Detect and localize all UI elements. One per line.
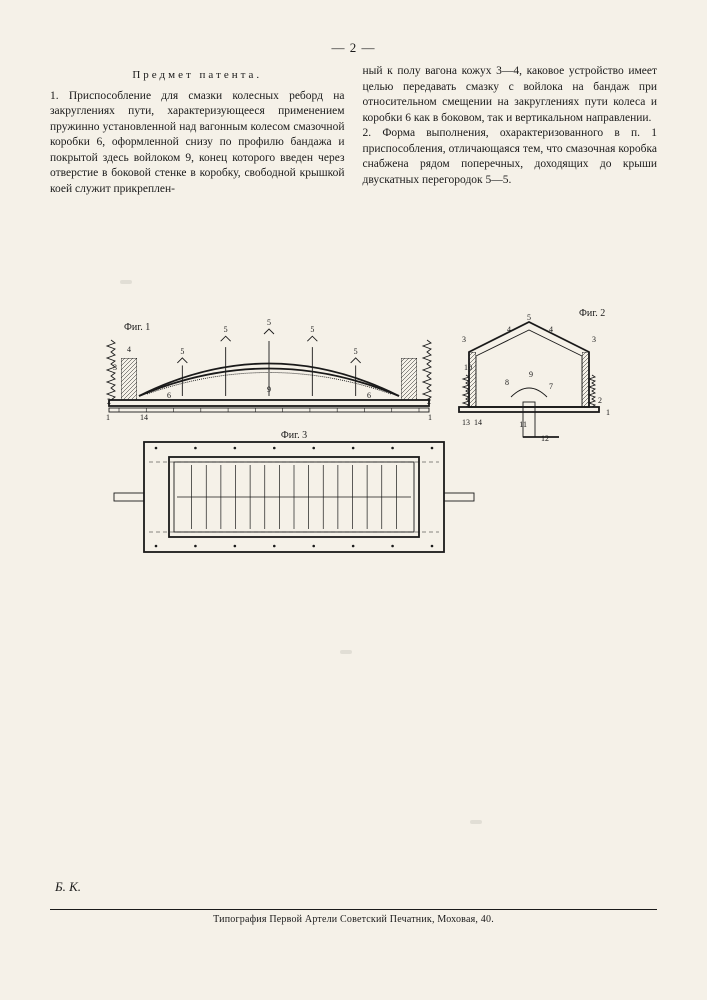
figures-svg: 5555511436692214Фиг. 1533441089721131411…: [94, 307, 614, 567]
svg-text:2: 2: [107, 397, 111, 406]
figures-block: 5555511436692214Фиг. 1533441089721131411…: [50, 307, 657, 567]
svg-text:6: 6: [367, 391, 371, 400]
svg-text:3: 3: [113, 363, 117, 372]
svg-text:2: 2: [598, 396, 602, 405]
paper-scuff: [470, 820, 482, 824]
svg-text:3: 3: [462, 335, 466, 344]
page-number: — 2 —: [50, 40, 657, 56]
left-column: Предмет патента. 1. Приспособление для с…: [50, 64, 345, 197]
svg-text:4: 4: [549, 325, 553, 334]
svg-text:1: 1: [606, 408, 610, 417]
svg-text:9: 9: [529, 370, 533, 379]
svg-text:7: 7: [549, 382, 553, 391]
svg-text:6: 6: [167, 391, 171, 400]
svg-text:5: 5: [353, 347, 357, 356]
svg-text:11: 11: [519, 420, 527, 429]
patent-subject-heading: Предмет патента.: [50, 68, 345, 83]
svg-text:5: 5: [267, 318, 271, 327]
svg-text:14: 14: [140, 413, 148, 422]
claim-text-left: 1. Приспособление для смазки колесных ре…: [50, 90, 345, 195]
printer-imprint: Типография Первой Артели Советский Печат…: [50, 909, 657, 925]
svg-text:Фиг. 2: Фиг. 2: [579, 308, 605, 319]
svg-text:8: 8: [505, 378, 509, 387]
svg-text:4: 4: [127, 345, 131, 354]
svg-text:5: 5: [180, 347, 184, 356]
svg-text:5: 5: [310, 326, 314, 335]
svg-text:4: 4: [507, 325, 511, 334]
paper-scuff: [120, 280, 132, 284]
svg-text:9: 9: [267, 385, 271, 394]
paper-scuff: [340, 650, 352, 654]
claims-columns: Предмет патента. 1. Приспособление для с…: [50, 64, 657, 197]
right-column: ный к полу вагона кожух 3—4, каковое уст…: [363, 64, 658, 197]
svg-text:1: 1: [428, 413, 432, 422]
svg-text:5: 5: [527, 313, 531, 322]
svg-text:13: 13: [462, 418, 470, 427]
svg-text:5: 5: [223, 326, 227, 335]
svg-text:12: 12: [541, 434, 549, 443]
svg-text:1: 1: [106, 413, 110, 422]
svg-text:2: 2: [427, 397, 431, 406]
svg-text:Фиг. 3: Фиг. 3: [280, 430, 306, 441]
claim-text-right: ный к полу вагона кожух 3—4, каковое уст…: [363, 65, 658, 186]
svg-text:14: 14: [474, 418, 482, 427]
svg-text:10: 10: [464, 363, 472, 372]
svg-text:Фиг. 1: Фиг. 1: [124, 322, 150, 333]
footer-initials: Б. К.: [55, 879, 81, 895]
svg-text:3: 3: [592, 335, 596, 344]
